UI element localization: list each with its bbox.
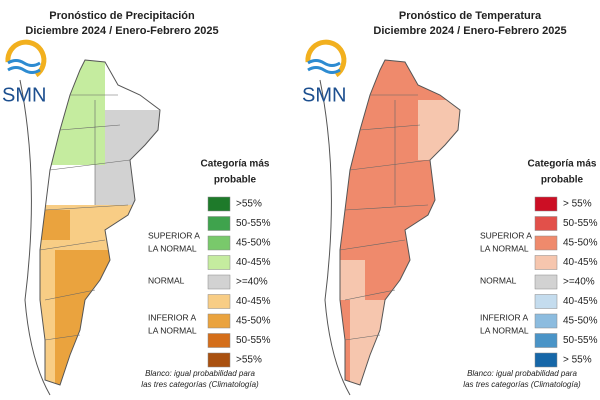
legend-swatch: [534, 216, 558, 231]
legend-swatch: [207, 274, 231, 290]
footnote: las tres categorías (Climatología): [463, 380, 581, 389]
logo-sun: [5, 39, 47, 78]
legend-group: SUPERIOR A: [480, 230, 532, 240]
legend-label: >=40%: [236, 277, 268, 288]
legend-swatch: [207, 235, 231, 251]
legend-label: 40-45%: [236, 257, 271, 268]
legend-label: >55%: [236, 199, 262, 210]
legend-group: LA NORMAL: [148, 243, 197, 253]
legend-label: 40-45%: [563, 296, 598, 307]
title: Pronóstico de Precipitación: [49, 10, 195, 22]
argentina-outline: [39, 59, 161, 386]
legend-swatch: [534, 352, 558, 368]
legend-label: 45-50%: [563, 238, 598, 249]
legend-group: INFERIOR A: [148, 312, 197, 322]
legend-label: 50-55%: [236, 335, 271, 346]
legend-label: >55%: [236, 355, 262, 366]
legend-label: 50-55%: [563, 218, 598, 229]
legend-label: 50-55%: [563, 335, 598, 346]
legend-swatch: [534, 235, 558, 251]
map: [40, 60, 160, 385]
legend-label: 45-50%: [236, 238, 271, 249]
argentina-outline: [339, 59, 461, 386]
footnote: Blanco: igual probabilidad para: [467, 369, 577, 378]
legend-label: > 55%: [563, 199, 592, 210]
legend-swatch: [534, 313, 558, 329]
legend-swatch: [207, 294, 231, 309]
legend-label: 45-50%: [236, 316, 271, 327]
logo-sun: [305, 39, 347, 78]
legend-swatch: [534, 255, 558, 270]
logo-text: SMN: [302, 84, 346, 106]
logo-waves: [7, 59, 41, 74]
legend-group: LA NORMAL: [148, 325, 197, 335]
province-lines: [39, 94, 131, 341]
legend-title: Categoría más: [201, 159, 270, 170]
legend-label: >=40%: [563, 277, 595, 288]
legend-label: > 55%: [563, 355, 592, 366]
neighbor-coast: [19, 79, 51, 396]
legend-group: INFERIOR A: [480, 312, 529, 322]
legend-swatch: [534, 274, 558, 290]
legend-title: probable: [541, 175, 584, 186]
legend-swatch: [534, 333, 558, 348]
legend-group: SUPERIOR A: [148, 230, 200, 240]
legend-label: 50-55%: [236, 218, 271, 229]
temp-panel: Pronóstico de Temperatura Diciembre 2024 …: [302, 10, 598, 396]
legend-swatch: [207, 196, 231, 212]
neighbor-coast: [319, 79, 351, 396]
legend-title: Categoría más: [528, 159, 597, 170]
subtitle: Diciembre 2024 / Enero-Febrero 2025: [25, 25, 218, 37]
legend-group: NORMAL: [480, 275, 517, 285]
subtitle: Diciembre 2024 / Enero-Febrero 2025: [373, 25, 566, 37]
logo-text: SMN: [2, 84, 46, 106]
footnote: Blanco: igual probabilidad para: [145, 369, 255, 378]
legend-swatch: [207, 352, 231, 368]
province-lines: [339, 94, 431, 341]
footnote: las tres categorías (Climatología): [141, 380, 259, 389]
legend-group: NORMAL: [148, 275, 185, 285]
legend-swatch: [207, 333, 231, 348]
legend-swatch: [207, 216, 231, 231]
legend-swatch: [207, 313, 231, 329]
legend-group: LA NORMAL: [480, 325, 529, 335]
legend-swatch: [207, 255, 231, 270]
legend-label: 40-45%: [563, 257, 598, 268]
legend-label: 45-50%: [563, 316, 598, 327]
map: [340, 60, 460, 385]
legend-label: 40-45%: [236, 296, 271, 307]
title: Pronóstico de Temperatura: [399, 10, 542, 22]
legend-swatch: [534, 294, 558, 309]
precip-panel: Pronóstico de Precipitación Diciembre 202…: [2, 10, 271, 396]
legend-swatch: [534, 196, 558, 212]
legend-group: LA NORMAL: [480, 243, 529, 253]
logo-waves: [307, 59, 341, 74]
legend-title: probable: [214, 175, 257, 186]
